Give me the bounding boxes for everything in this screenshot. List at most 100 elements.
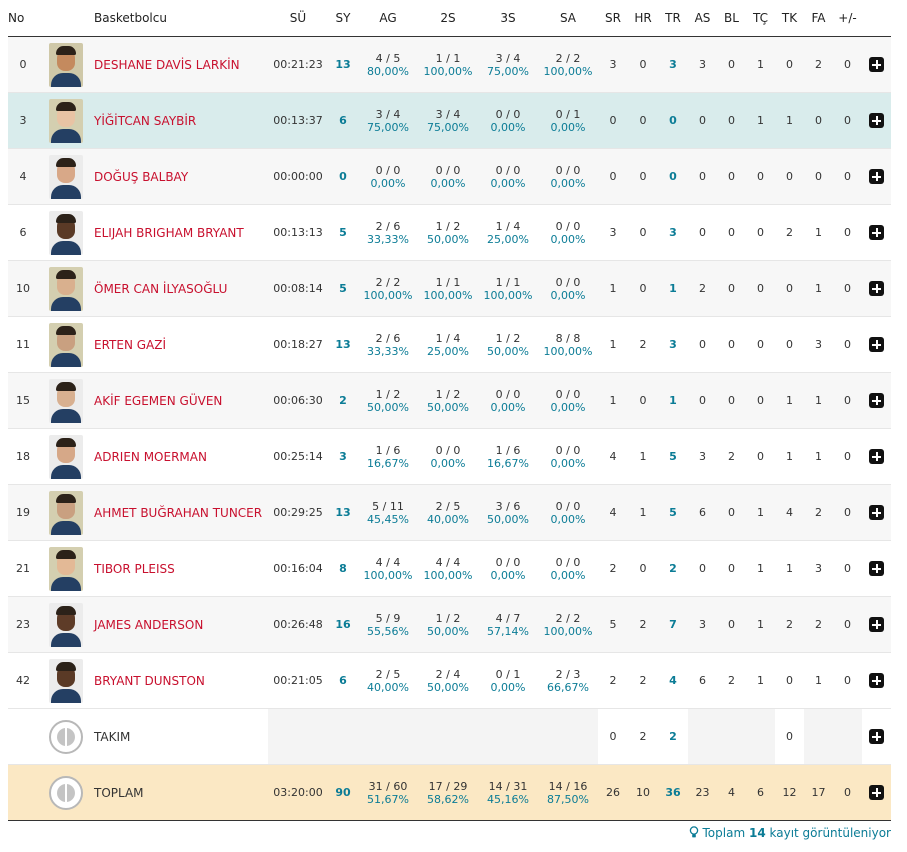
player-row[interactable]: 6 ELIJAH BRIGHAM BRYANT 00:13:13 5 2 / 6 33,3…: [8, 204, 891, 261]
player-row[interactable]: 3 YİĞİTCAN SAYBİR 00:13:37 6 3 / 4 75,00% 3 / …: [8, 92, 891, 149]
expand-plus-icon[interactable]: [869, 505, 884, 520]
player-dreb: 0: [598, 148, 628, 205]
player-fg-pct: 75,00%: [367, 120, 409, 134]
col-tov[interactable]: TÇ: [746, 0, 775, 37]
team-logo-icon: [49, 719, 83, 754]
player-stl: 4: [775, 484, 804, 541]
player-pm: 0: [833, 260, 862, 317]
player-pm: 0: [833, 92, 862, 149]
player-name-link[interactable]: AKİF EGEMEN GÜVEN: [94, 372, 268, 429]
col-dreb[interactable]: SR: [598, 0, 628, 37]
player-oreb: 0: [628, 204, 658, 261]
player-row[interactable]: 18 ADRIEN MOERMAN 00:25:14 3 1 / 6 16,67% 0 / …: [8, 428, 891, 485]
col-treb[interactable]: TR: [658, 0, 688, 37]
player-name-link[interactable]: JAMES ANDERSON: [94, 596, 268, 653]
player-name-link[interactable]: ELIJAH BRIGHAM BRYANT: [94, 204, 268, 261]
player-row[interactable]: 21 TIBOR PLEISS 00:16:04 8 4 / 4 100,00% 4 / 4…: [8, 540, 891, 597]
col-pf[interactable]: FA: [804, 0, 833, 37]
player-name-link[interactable]: BRYANT DUNSTON: [94, 652, 268, 709]
team-row: TAKIM 0 2 2 0: [8, 708, 891, 765]
expand-plus-icon[interactable]: [869, 281, 884, 296]
col-player[interactable]: Basketbolcu: [94, 0, 268, 37]
player-pts: 13: [328, 36, 358, 93]
expand-plus-icon[interactable]: [869, 337, 884, 352]
col-fg2[interactable]: 2S: [418, 0, 478, 37]
player-name-link[interactable]: DESHANE DAVİS LARKİN: [94, 36, 268, 93]
col-pts[interactable]: SY: [328, 0, 358, 37]
player-tov: 1: [746, 36, 775, 93]
player-no: 15: [8, 372, 38, 429]
player-pts: 5: [328, 260, 358, 317]
expand-plus-icon[interactable]: [869, 561, 884, 576]
player-tov: 0: [746, 428, 775, 485]
player-row[interactable]: 0 DESHANE DAVİS LARKİN 00:21:23 13 4 / 5 80,0…: [8, 36, 891, 93]
col-ast[interactable]: AS: [688, 0, 717, 37]
player-fg3-made: 3 / 6: [495, 499, 521, 513]
total-tov: 6: [746, 764, 775, 821]
player-blk: 0: [717, 540, 746, 597]
player-ast: 2: [688, 260, 717, 317]
player-treb: 0: [658, 92, 688, 149]
record-count-footer: Toplam 14 kayıt görüntüleniyor: [689, 826, 891, 840]
player-expand-cell: [862, 596, 891, 653]
expand-plus-icon[interactable]: [869, 225, 884, 240]
player-photo-avatar: [49, 322, 83, 367]
expand-plus-icon[interactable]: [869, 729, 884, 744]
expand-plus-icon[interactable]: [869, 617, 884, 632]
player-name-link[interactable]: DOĞUŞ BALBAY: [94, 148, 268, 205]
player-blk: 0: [717, 596, 746, 653]
player-pts: 8: [328, 540, 358, 597]
expand-plus-icon[interactable]: [869, 393, 884, 408]
player-row[interactable]: 42 BRYANT DUNSTON 00:21:05 6 2 / 5 40,00% 2 / …: [8, 652, 891, 709]
expand-plus-icon[interactable]: [869, 169, 884, 184]
player-tov: 0: [746, 260, 775, 317]
player-row[interactable]: 19 AHMET BUĞRAHAN TUNCER 00:29:25 13 5 / 11 4…: [8, 484, 891, 541]
player-dreb: 1: [598, 260, 628, 317]
col-oreb[interactable]: HR: [628, 0, 658, 37]
col-fg3[interactable]: 3S: [478, 0, 538, 37]
col-min[interactable]: SÜ: [268, 0, 328, 37]
player-name-link[interactable]: ERTEN GAZİ: [94, 316, 268, 373]
col-stl[interactable]: TK: [775, 0, 804, 37]
player-fg-pct: 0,00%: [370, 176, 406, 190]
player-fg3: 3 / 4 75,00%: [478, 36, 538, 93]
col-ft[interactable]: SA: [538, 0, 598, 37]
col-plusminus[interactable]: +/-: [833, 0, 862, 37]
player-name-link[interactable]: TIBOR PLEISS: [94, 540, 268, 597]
player-name-link[interactable]: YİĞİTCAN SAYBİR: [94, 92, 268, 149]
player-row[interactable]: 11 ERTEN GAZİ 00:18:27 13 2 / 6 33,33% 1 / 4 25…: [8, 316, 891, 373]
player-fg2-pct: 50,00%: [427, 400, 469, 414]
expand-plus-icon[interactable]: [869, 113, 884, 128]
player-row[interactable]: 10 ÖMER CAN İLYASOĞLU 00:08:14 5 2 / 2 100,00…: [8, 260, 891, 317]
team-logo-icon: [49, 775, 83, 810]
expand-plus-icon[interactable]: [869, 449, 884, 464]
player-pts: 0: [328, 148, 358, 205]
player-row[interactable]: 23 JAMES ANDERSON 00:26:48 16 5 / 9 55,56% 1 /…: [8, 596, 891, 653]
player-photo-cell: [38, 652, 94, 709]
player-photo-cell: [38, 372, 94, 429]
player-fg3: 1 / 1 100,00%: [478, 260, 538, 317]
col-no[interactable]: No: [8, 0, 38, 37]
player-name-link[interactable]: AHMET BUĞRAHAN TUNCER: [94, 484, 268, 541]
expand-plus-icon[interactable]: [869, 673, 884, 688]
expand-plus-icon[interactable]: [869, 785, 884, 800]
player-fg3-made: 0 / 0: [495, 387, 521, 401]
player-row[interactable]: 15 AKİF EGEMEN GÜVEN 00:06:30 2 1 / 2 50,00% 1…: [8, 372, 891, 429]
player-name-link[interactable]: ÖMER CAN İLYASOĞLU: [94, 260, 268, 317]
player-ft-made: 0 / 0: [555, 275, 581, 289]
total-fg-pct: 51,67%: [367, 792, 409, 806]
player-fg2-pct: 100,00%: [423, 288, 473, 302]
player-fg: 1 / 2 50,00%: [358, 372, 418, 429]
player-ft: 2 / 2 100,00%: [538, 596, 598, 653]
player-expand-cell: [862, 260, 891, 317]
player-row[interactable]: 4 DOĞUŞ BALBAY 00:00:00 0 0 / 0 0,00% 0 / 0 0,0…: [8, 148, 891, 205]
player-ft: 0 / 0 0,00%: [538, 372, 598, 429]
expand-plus-icon[interactable]: [869, 57, 884, 72]
player-fg3-made: 3 / 4: [495, 51, 521, 65]
player-fg2: 1 / 2 50,00%: [418, 372, 478, 429]
total-pts: 90: [328, 764, 358, 821]
col-blk[interactable]: BL: [717, 0, 746, 37]
col-fg[interactable]: AG: [358, 0, 418, 37]
player-expand-cell: [862, 148, 891, 205]
player-name-link[interactable]: ADRIEN MOERMAN: [94, 428, 268, 485]
